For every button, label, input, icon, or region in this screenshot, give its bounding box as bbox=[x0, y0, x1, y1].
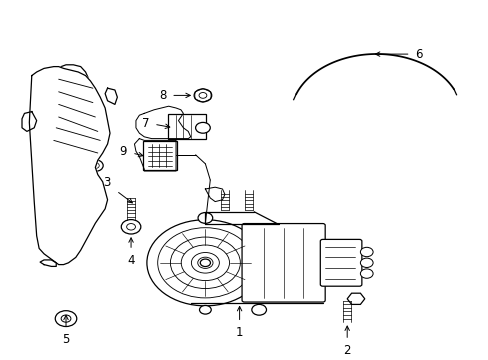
Text: 8: 8 bbox=[159, 89, 166, 102]
Circle shape bbox=[199, 305, 211, 314]
Circle shape bbox=[200, 259, 210, 266]
Text: 1: 1 bbox=[235, 326, 243, 339]
Polygon shape bbox=[105, 88, 117, 104]
Text: 3: 3 bbox=[103, 176, 110, 189]
Circle shape bbox=[121, 220, 141, 234]
Text: 7: 7 bbox=[142, 117, 149, 130]
Circle shape bbox=[360, 247, 372, 257]
Text: 6: 6 bbox=[415, 48, 422, 60]
FancyBboxPatch shape bbox=[242, 224, 325, 302]
Ellipse shape bbox=[196, 240, 263, 285]
Circle shape bbox=[55, 311, 77, 327]
FancyBboxPatch shape bbox=[143, 141, 177, 170]
Text: 4: 4 bbox=[127, 254, 135, 267]
Circle shape bbox=[360, 269, 372, 278]
Circle shape bbox=[80, 189, 96, 200]
Circle shape bbox=[251, 304, 266, 315]
Circle shape bbox=[84, 192, 92, 197]
Circle shape bbox=[87, 160, 103, 171]
Circle shape bbox=[61, 315, 71, 322]
Circle shape bbox=[195, 122, 210, 133]
Circle shape bbox=[33, 76, 50, 89]
Circle shape bbox=[91, 163, 99, 168]
Polygon shape bbox=[29, 67, 110, 265]
Circle shape bbox=[146, 220, 264, 306]
Circle shape bbox=[126, 224, 135, 230]
Text: 2: 2 bbox=[343, 344, 350, 357]
Text: 9: 9 bbox=[120, 145, 127, 158]
Text: 5: 5 bbox=[62, 333, 70, 346]
Circle shape bbox=[198, 212, 212, 223]
Polygon shape bbox=[22, 112, 37, 131]
Circle shape bbox=[69, 218, 82, 228]
Polygon shape bbox=[40, 260, 56, 266]
Circle shape bbox=[360, 258, 372, 267]
Circle shape bbox=[199, 93, 206, 98]
FancyBboxPatch shape bbox=[320, 239, 361, 286]
Circle shape bbox=[37, 80, 46, 86]
Circle shape bbox=[194, 89, 211, 102]
FancyBboxPatch shape bbox=[167, 114, 206, 139]
